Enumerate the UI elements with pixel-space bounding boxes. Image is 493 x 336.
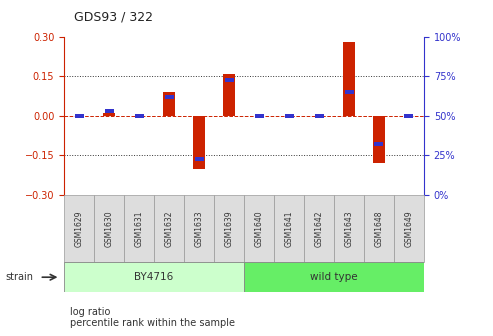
- Bar: [105, 109, 113, 113]
- Text: wild type: wild type: [310, 272, 358, 282]
- Text: BY4716: BY4716: [135, 272, 174, 282]
- Bar: [64, 262, 244, 292]
- Bar: [64, 195, 94, 262]
- Text: GSM1648: GSM1648: [375, 210, 384, 247]
- Text: GSM1632: GSM1632: [165, 210, 174, 247]
- Bar: [284, 114, 293, 118]
- Bar: [195, 157, 204, 161]
- Text: GSM1631: GSM1631: [135, 210, 143, 247]
- Text: log ratio: log ratio: [70, 307, 110, 318]
- Bar: [375, 142, 384, 146]
- Text: strain: strain: [5, 272, 33, 282]
- Bar: [394, 195, 424, 262]
- Text: GDS93 / 322: GDS93 / 322: [74, 10, 153, 24]
- Text: GSM1643: GSM1643: [345, 210, 353, 247]
- Bar: [193, 116, 205, 169]
- Bar: [404, 114, 414, 118]
- Bar: [334, 195, 364, 262]
- Bar: [74, 114, 84, 118]
- Text: GSM1629: GSM1629: [74, 210, 84, 247]
- Text: GSM1640: GSM1640: [254, 210, 264, 247]
- Bar: [373, 116, 385, 163]
- Text: percentile rank within the sample: percentile rank within the sample: [70, 318, 235, 328]
- Bar: [345, 90, 353, 94]
- Bar: [343, 42, 355, 116]
- Bar: [364, 195, 394, 262]
- Bar: [244, 195, 274, 262]
- Bar: [94, 195, 124, 262]
- Text: GSM1641: GSM1641: [284, 210, 293, 247]
- Bar: [304, 195, 334, 262]
- Bar: [184, 195, 214, 262]
- Bar: [124, 195, 154, 262]
- Bar: [244, 262, 424, 292]
- Text: GSM1633: GSM1633: [195, 210, 204, 247]
- Text: GSM1649: GSM1649: [404, 210, 414, 247]
- Text: GSM1642: GSM1642: [315, 210, 323, 247]
- Bar: [163, 92, 175, 116]
- Bar: [103, 113, 115, 116]
- Bar: [223, 74, 235, 116]
- Bar: [165, 95, 174, 99]
- Bar: [274, 195, 304, 262]
- Bar: [154, 195, 184, 262]
- Text: GSM1639: GSM1639: [224, 210, 234, 247]
- Bar: [214, 195, 244, 262]
- Bar: [315, 114, 323, 118]
- Bar: [224, 78, 234, 82]
- Bar: [254, 114, 264, 118]
- Bar: [135, 114, 143, 118]
- Text: GSM1630: GSM1630: [105, 210, 113, 247]
